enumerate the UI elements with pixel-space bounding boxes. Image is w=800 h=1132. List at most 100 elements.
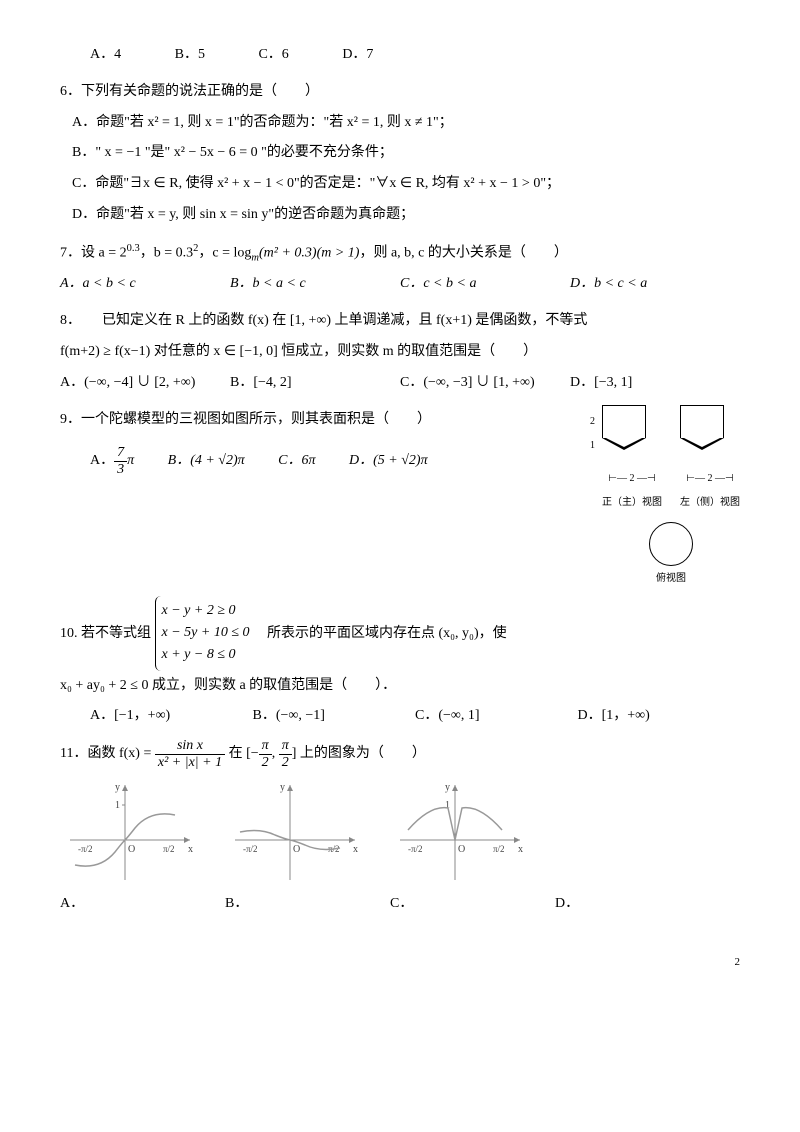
q8-opt-b: B．[−4, 2] — [230, 368, 400, 399]
svg-text:-π/2: -π/2 — [243, 844, 258, 854]
q10-opt-a: A．[−1，+∞) — [90, 701, 253, 732]
q8-opt-c: C．(−∞, −3] ∪ [1, +∞) — [400, 368, 570, 399]
page-number: 2 — [60, 950, 740, 974]
q10-pre: 10. 若不等式组 — [60, 625, 151, 640]
q10-stem-line1: 10. 若不等式组 x − y + 2 ≥ 0 x − 5y + 10 ≤ 0 … — [60, 596, 740, 671]
top-view-label: 俯视图 — [602, 568, 740, 590]
graph-d: D． — [555, 885, 579, 920]
q9: 2 1 ⊢— 2 —⊣ 正（主）视图 2 1 ⊢— 2 —⊣ 左（侧）视图 俯视… — [60, 405, 740, 590]
q6-opt-d: D．命题"若 x = y, 则 sin x = sin y"的逆否命题为真命题； — [72, 200, 740, 231]
q7-stem: 7．设 a = 20.3，b = 0.32，c = logm(m² + 0.3)… — [60, 237, 740, 270]
svg-text:O: O — [128, 844, 135, 855]
svg-text:x: x — [518, 844, 523, 855]
svg-text:y: y — [280, 782, 285, 793]
q10-mid: 所表示的平面区域内存在点 (x₀, y₀)，使 — [253, 625, 507, 640]
q11: 11．函数 f(x) = sin xx² + |x| + 1 在 [−π2, π… — [60, 738, 740, 920]
dim-1a: 1 — [590, 435, 595, 457]
q10: 10. 若不等式组 x − y + 2 ≥ 0 x − 5y + 10 ≤ 0 … — [60, 596, 740, 733]
q11-sep: , — [272, 746, 279, 761]
q9a-post: π — [127, 453, 134, 468]
q7-opt-d: D．b < c < a — [570, 269, 740, 300]
q11-id1: 2 — [259, 755, 272, 770]
q10-opt-d: D．[1，+∞) — [578, 701, 741, 732]
q8-options: A．(−∞, −4] ∪ [2, +∞) B．[−4, 2] C．(−∞, −3… — [60, 368, 740, 399]
q11-post: 上的图象为（ ） — [296, 746, 426, 761]
svg-text:y: y — [115, 782, 120, 793]
q11-pre: 11．函数 f(x) = — [60, 746, 155, 761]
q11-opt-b: B． — [225, 889, 360, 920]
q8: 8． 已知定义在 R 上的函数 f(x) 在 [1, +∞) 上单调递减，且 f… — [60, 306, 740, 398]
svg-text:x: x — [188, 844, 193, 855]
three-views-diagram: 2 1 ⊢— 2 —⊣ 正（主）视图 2 1 ⊢— 2 —⊣ 左（侧）视图 俯视… — [602, 405, 740, 590]
graph-a: x y O 1 -π/2 π/2 A． — [60, 780, 195, 920]
q8-stem-b: f(m+2) ≥ f(x−1) 对任意的 x ∈ [−1, 0] 恒成立，则实数… — [60, 337, 740, 368]
graph-b: x y O -π/2 π/2 B． — [225, 780, 360, 920]
q5-opt-b: B．5 — [175, 40, 205, 71]
q9-opt-d: D．(5 + √2)π — [349, 453, 428, 468]
q7: 7．设 a = 20.3，b = 0.32，c = logm(m² + 0.3)… — [60, 237, 740, 300]
q6-opt-b: B．" x = −1 "是" x² − 5x − 6 = 0 "的必要不充分条件… — [72, 138, 740, 169]
q9a-pre: A． — [90, 453, 114, 468]
q11-num: sin x — [155, 738, 225, 754]
q7-sub: m — [251, 252, 259, 263]
q7-arg: (m² + 0.3)(m > 1) — [259, 245, 359, 260]
q11-graphs: x y O 1 -π/2 π/2 A． x y O -π/2 π/2 — [60, 780, 740, 920]
q7-options: A．a < b < c B．b < a < c C．c < b < a D．b … — [60, 269, 740, 300]
svg-text:x: x — [353, 844, 358, 855]
q11-opt-a: A． — [60, 889, 195, 920]
q7-exp1: 0.3 — [127, 243, 140, 254]
q7-stem-pre: 7．设 a = 2 — [60, 245, 127, 260]
side-view-label: 左（侧）视图 — [680, 492, 740, 514]
front-view-label: 正（主）视图 — [602, 492, 662, 514]
q8-opt-a: A．(−∞, −4] ∪ [2, +∞) — [60, 368, 230, 399]
ineq1: x − y + 2 ≥ 0 — [162, 600, 250, 622]
q11-in1: π — [259, 738, 272, 754]
q10-opt-b: B．(−∞, −1] — [253, 701, 416, 732]
q9-opt-c: C．6π — [278, 453, 315, 468]
q11-in2: π — [279, 738, 292, 754]
q6-stem: 6．下列有关命题的说法正确的是（ ） — [60, 77, 740, 108]
dim-2d: 2 — [708, 473, 713, 484]
q9-opt-a: A．73π — [90, 453, 134, 468]
svg-text:π/2: π/2 — [163, 844, 175, 854]
ineq3: x + y − 8 ≤ 0 — [162, 644, 250, 666]
graph-c: x y O 1 -π/2 π/2 C． — [390, 780, 525, 920]
q7-opt-a: A．a < b < c — [60, 269, 230, 300]
q11-opt-c: C． — [390, 889, 525, 920]
top-view-shape — [649, 522, 693, 566]
svg-text:y: y — [445, 782, 450, 793]
q10-opt-c: C．(−∞, 1] — [415, 701, 578, 732]
svg-text:-π/2: -π/2 — [408, 844, 423, 854]
q11-mid: 在 — [225, 746, 246, 761]
q7-opt-b: B．b < a < c — [230, 269, 400, 300]
svg-text:O: O — [293, 844, 300, 855]
q10-stem-line2: x₀ + ay₀ + 2 ≤ 0 成立，则实数 a 的取值范围是（ ）． — [60, 671, 740, 702]
ineq2: x − 5y + 10 ≤ 0 — [162, 622, 250, 644]
inequality-system: x − y + 2 ≥ 0 x − 5y + 10 ≤ 0 x + y − 8 … — [155, 596, 250, 671]
q5-opt-a: A．4 — [90, 40, 121, 71]
q7-mid1: ，b = 0.3 — [140, 245, 193, 260]
dim-2a: 2 — [590, 411, 595, 433]
q11-den: x² + |x| + 1 — [155, 755, 225, 770]
q11-neg: − — [251, 746, 259, 761]
svg-text:1: 1 — [115, 800, 120, 811]
dim-2b: 2 — [630, 473, 635, 484]
q10-options: A．[−1，+∞) B．(−∞, −1] C．(−∞, 1] D．[1，+∞) — [90, 701, 740, 732]
q9a-den: 3 — [114, 462, 127, 477]
q8-stem-a: 8． 已知定义在 R 上的函数 f(x) 在 [1, +∞) 上单调递减，且 f… — [60, 306, 740, 337]
q9a-num: 7 — [114, 445, 127, 461]
svg-text:O: O — [458, 844, 465, 855]
q5-opt-d: D．7 — [342, 40, 373, 71]
q5-opt-c: C．6 — [258, 40, 288, 71]
q8-opt-d: D．[−3, 1] — [570, 368, 740, 399]
q5-options: A．4 B．5 C．6 D．7 — [90, 40, 740, 71]
q7-post: ，则 a, b, c 的大小关系是（ ） — [359, 245, 567, 260]
svg-text:π/2: π/2 — [493, 844, 505, 854]
q6-opt-c: C．命题"∃x ∈ R, 使得 x² + x − 1 < 0"的否定是："∀x … — [72, 169, 740, 200]
q11-opt-d: D． — [555, 889, 579, 920]
q11-stem: 11．函数 f(x) = sin xx² + |x| + 1 在 [−π2, π… — [60, 738, 740, 770]
q6-opt-a: A．命题"若 x² = 1, 则 x = 1"的否命题为："若 x² = 1, … — [72, 108, 740, 139]
svg-text:-π/2: -π/2 — [78, 844, 93, 854]
svg-text:1: 1 — [445, 800, 450, 811]
front-view-shape — [602, 405, 646, 438]
